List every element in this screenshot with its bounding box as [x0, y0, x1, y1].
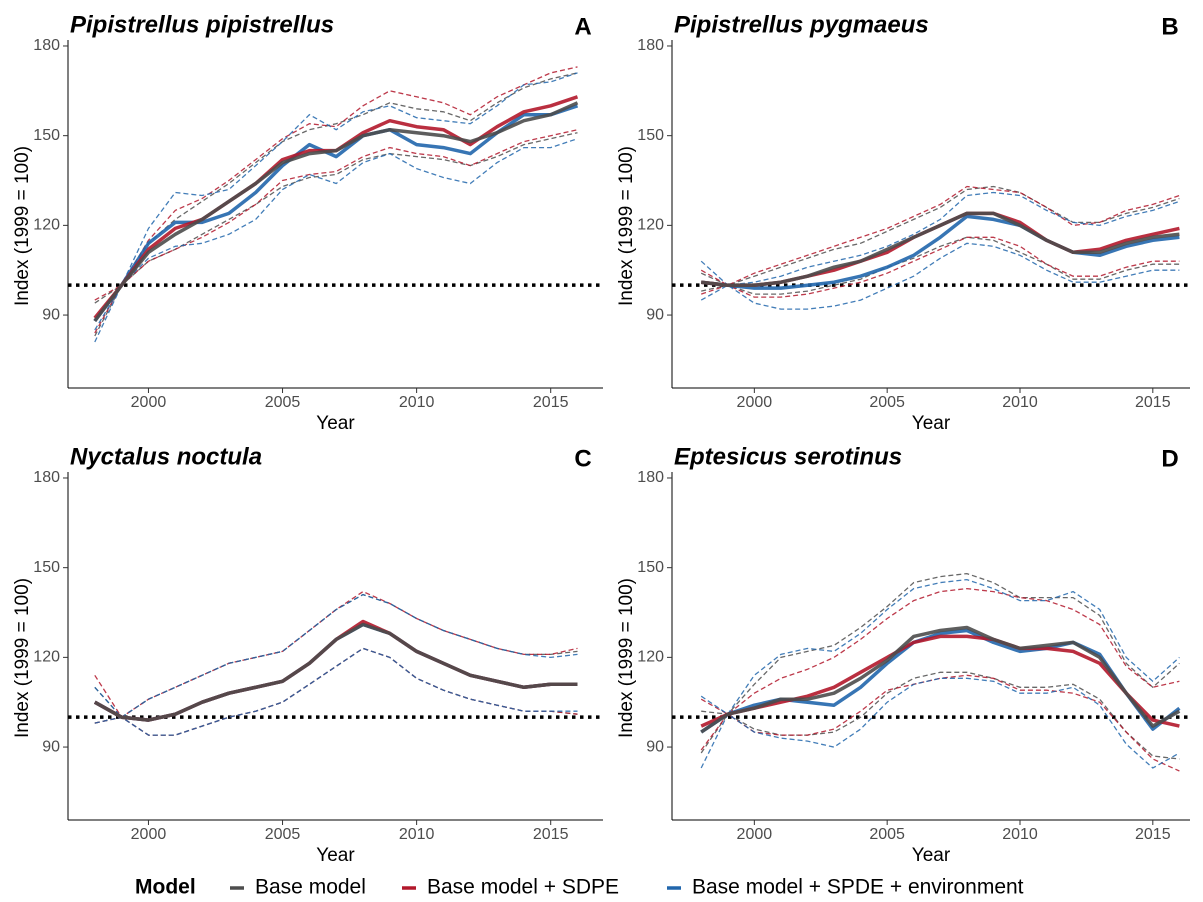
ci-line: [94, 72, 578, 304]
x-tick-label: 2015: [533, 826, 569, 843]
ci-line: [94, 590, 578, 719]
legend-label: Base model: [255, 876, 366, 899]
ci-line: [94, 66, 578, 301]
mean-line: [700, 625, 1181, 734]
ci-line: [700, 236, 1180, 298]
ci-line: [700, 677, 1180, 769]
y-tick-label: 120: [33, 217, 60, 234]
x-axis-title: Year: [316, 413, 355, 434]
ci-line: [700, 185, 1180, 286]
ci-line: [701, 236, 1180, 295]
panel-tag: D: [1161, 445, 1178, 472]
y-tick-label: 120: [637, 649, 664, 666]
y-tick-label: 90: [646, 738, 664, 755]
ci-line: [94, 138, 578, 343]
ci-line: [94, 593, 578, 719]
ci-line: [700, 587, 1180, 715]
x-tick-label: 2000: [737, 394, 773, 411]
y-tick-label: 120: [637, 217, 664, 234]
panel-tag: A: [574, 13, 591, 40]
y-tick-label: 150: [637, 127, 664, 144]
mean-line: [701, 211, 1180, 287]
x-tick-label: 2005: [869, 394, 905, 411]
ci-line: [94, 647, 578, 736]
ci-line: [700, 242, 1180, 310]
panel-tag: C: [574, 445, 591, 472]
x-tick-label: 2010: [1002, 394, 1038, 411]
x-tick-label: 2015: [533, 394, 569, 411]
legend-label: Base model + SDPE: [427, 876, 619, 899]
mean-line: [700, 634, 1180, 728]
ci-line: [700, 578, 1180, 716]
ci-line: [701, 572, 1180, 715]
panel-title: Nyctalus noctula: [70, 443, 262, 470]
x-axis-title: Year: [912, 845, 951, 866]
x-axis-title: Year: [912, 413, 951, 434]
ci-line: [94, 129, 578, 334]
ci-line: [94, 593, 578, 719]
y-axis-title: Index (1999 = 100): [12, 578, 33, 738]
x-tick-label: 2005: [265, 394, 301, 411]
panel-tag: B: [1161, 13, 1178, 40]
y-tick-label: 90: [646, 306, 664, 323]
x-tick-label: 2010: [399, 394, 435, 411]
mean-line: [93, 622, 578, 722]
y-axis-title: Index (1999 = 100): [12, 146, 33, 306]
ci-line: [700, 671, 1180, 760]
ci-line: [700, 191, 1180, 286]
x-tick-label: 2010: [1002, 826, 1038, 843]
y-tick-label: 120: [33, 649, 60, 666]
y-axis-title: Index (1999 = 100): [616, 578, 637, 738]
mean-line: [93, 101, 579, 323]
mean-line: [701, 214, 1180, 290]
mean-line: [93, 619, 578, 722]
x-tick-label: 2000: [131, 826, 167, 843]
x-tick-label: 2005: [265, 826, 301, 843]
y-tick-label: 180: [33, 469, 60, 486]
mean-line: [93, 104, 579, 323]
x-tick-label: 2015: [1135, 394, 1171, 411]
legend-title: Model: [135, 876, 196, 899]
y-tick-label: 150: [33, 559, 60, 576]
x-tick-label: 2015: [1135, 826, 1171, 843]
x-tick-label: 2000: [131, 394, 167, 411]
y-tick-label: 150: [33, 127, 60, 144]
ci-line: [94, 647, 578, 736]
y-axis-title: Index (1999 = 100): [616, 146, 637, 306]
y-tick-label: 180: [637, 469, 664, 486]
ci-line: [700, 674, 1180, 772]
legend-label: Base model + SPDE + environment: [692, 876, 1024, 899]
x-axis-title: Year: [316, 845, 355, 866]
y-tick-label: 150: [637, 559, 664, 576]
y-tick-label: 90: [42, 738, 60, 755]
y-tick-label: 180: [637, 37, 664, 54]
panel-title: Pipistrellus pipistrellus: [70, 11, 334, 38]
panel-title: Pipistrellus pygmaeus: [674, 11, 929, 38]
y-tick-label: 90: [42, 306, 60, 323]
ci-line: [94, 647, 578, 736]
ci-line: [94, 72, 578, 331]
x-tick-label: 2010: [399, 826, 435, 843]
x-tick-label: 2005: [869, 826, 905, 843]
panel-title: Eptesicus serotinus: [674, 443, 902, 470]
x-tick-label: 2000: [737, 826, 773, 843]
y-tick-label: 180: [33, 37, 60, 54]
